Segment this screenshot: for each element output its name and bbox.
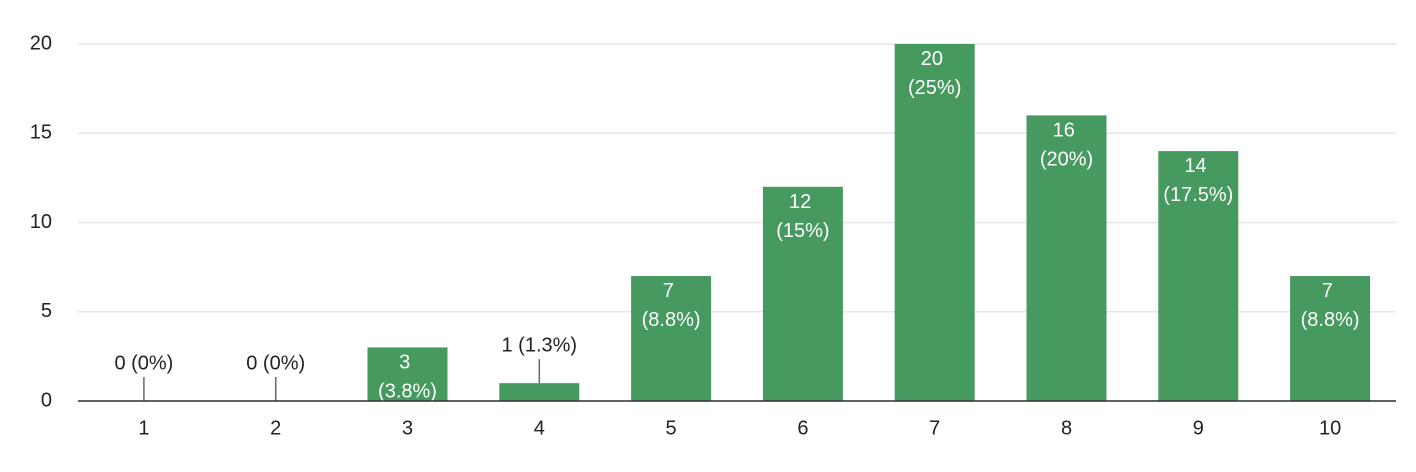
x-tick-label: 10 — [1319, 417, 1341, 439]
x-tick-label: 3 — [402, 417, 413, 439]
x-tick-label: 4 — [534, 417, 545, 439]
y-tick-label: 10 — [30, 211, 52, 233]
data-label: 0 (0%) — [246, 352, 305, 374]
x-tick-label: 8 — [1061, 417, 1072, 439]
data-label: 1 (1.3%) — [502, 334, 578, 356]
data-label: 7 (8.8%) — [642, 280, 701, 331]
bar — [367, 347, 448, 401]
x-tick-label: 6 — [797, 417, 808, 439]
x-tick-label: 7 — [929, 417, 940, 439]
y-tick-label: 15 — [30, 122, 52, 144]
bar — [762, 186, 843, 401]
bar — [631, 276, 712, 401]
bar — [1158, 151, 1239, 401]
data-label: 7 (8.8%) — [1301, 280, 1360, 331]
bar — [1290, 276, 1371, 401]
data-label: 14 (17.5%) — [1163, 155, 1233, 206]
data-label: 20 (25%) — [908, 48, 961, 99]
y-tick-label: 20 — [30, 32, 52, 54]
data-label: 16 (20%) — [1040, 120, 1093, 171]
bar — [894, 44, 975, 401]
x-tick-label: 9 — [1193, 417, 1204, 439]
x-tick-label: 5 — [666, 417, 677, 439]
bar — [499, 383, 580, 401]
y-tick-label: 5 — [41, 300, 52, 322]
data-label: 12 (15%) — [776, 191, 829, 242]
x-tick-label: 2 — [270, 417, 281, 439]
data-label: 0 (0%) — [114, 352, 173, 374]
x-tick-label: 1 — [138, 417, 149, 439]
y-tick-label: 0 — [41, 389, 52, 411]
bar — [1026, 115, 1107, 402]
data-label: 3 (3.8%) — [378, 352, 437, 403]
